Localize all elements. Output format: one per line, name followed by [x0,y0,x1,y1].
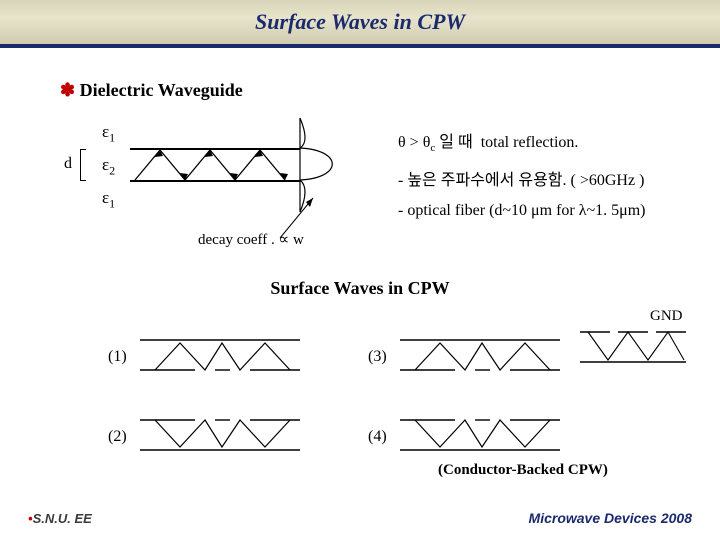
footer-right: Microwave Devices 2008 [529,510,692,526]
gnd-label: GND [650,308,683,325]
decay-mid-lobe [300,148,332,180]
label-4: (4) [368,428,387,446]
decay-label: decay coeff . ∝ w [198,230,304,249]
footer-left: •S.N.U. EE [28,511,92,526]
cb-cpw-label: (Conductor-Backed CPW) [438,462,608,479]
decay-bot-lobe [300,180,305,212]
diagram-svg [0,0,720,540]
note-2: - 높은 주파수에서 유용함. ( >60GHz ) [398,166,644,190]
label-3: (3) [368,348,387,366]
cpw-3 [400,332,686,370]
section-title: Surface Waves in CPW [0,278,720,299]
cpw-1 [140,340,300,370]
cpw-2 [140,420,300,450]
cpw-4 [400,420,560,450]
note-1: θ > θc 일 때 total reflection. [398,128,578,154]
note-3: - optical fiber (d~10 μm for λ~1. 5μm) [398,202,646,220]
label-1: (1) [108,348,127,366]
decay-top-lobe [300,118,305,148]
label-2: (2) [108,428,127,446]
arrowheads [155,150,288,180]
